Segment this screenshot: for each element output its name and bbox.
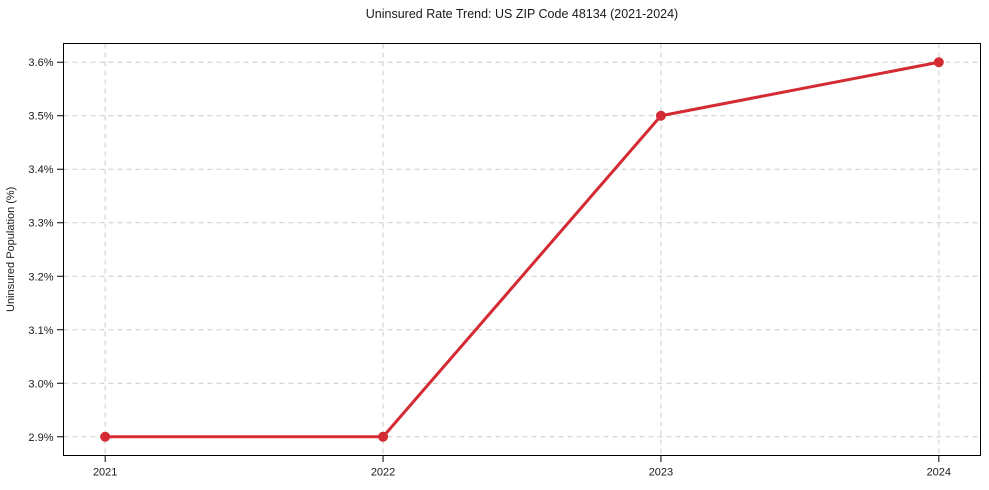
y-tick-label: 3.5%	[28, 111, 53, 123]
y-tick-label: 3.0%	[28, 378, 53, 390]
plot-border	[63, 43, 981, 456]
y-tick-label: 3.6%	[28, 57, 53, 69]
x-tick-label: 2024	[927, 467, 951, 479]
chart-title: Uninsured Rate Trend: US ZIP Code 48134 …	[365, 7, 679, 21]
data-point-marker	[100, 431, 111, 442]
data-point-marker	[655, 110, 666, 121]
data-point-marker	[933, 57, 944, 68]
x-tick-label: 2023	[649, 467, 673, 479]
trend-line	[103, 60, 941, 439]
x-tick-label: 2022	[371, 467, 395, 479]
y-tick-label: 2.9%	[28, 432, 53, 444]
y-tick-label: 3.3%	[28, 218, 53, 230]
y-tick-label: 3.1%	[28, 325, 53, 337]
data-point-marker	[378, 431, 389, 442]
x-tick-label: 2021	[93, 467, 117, 479]
y-tick-label: 3.4%	[28, 164, 53, 176]
y-tick-label: 3.2%	[28, 271, 53, 283]
